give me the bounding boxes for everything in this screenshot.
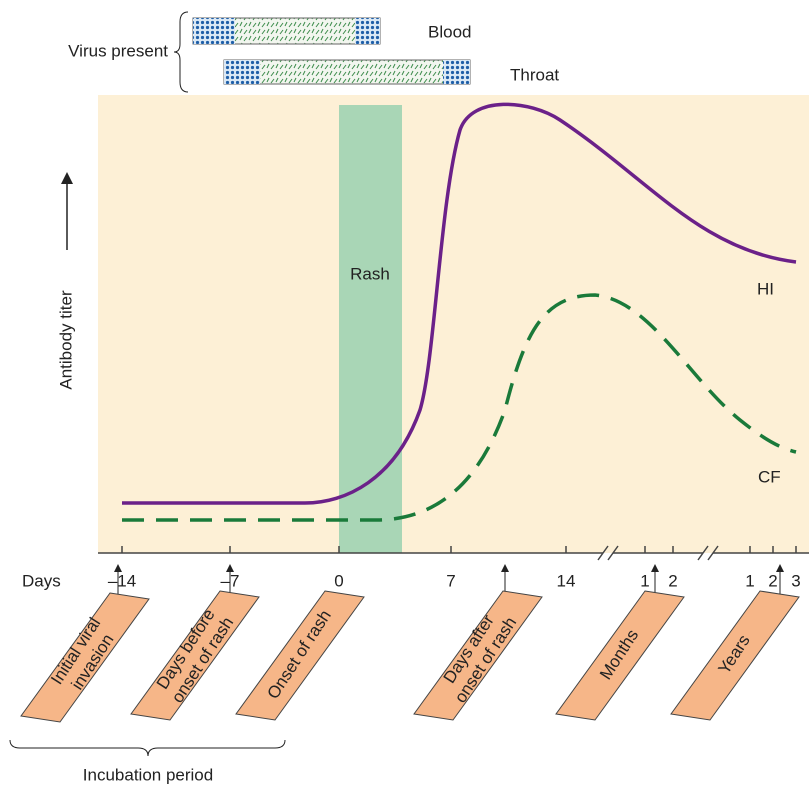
plot-area <box>98 95 809 553</box>
ticks: –14 –7 0 7 14 1 2 1 2 3 <box>108 546 801 590</box>
y-axis-label: Antibody titer <box>56 290 75 390</box>
virus-label: Virus present <box>68 41 168 60</box>
tick-label: 1 <box>640 571 649 590</box>
blood-label: Blood <box>428 22 471 41</box>
tick-label: 3 <box>791 571 800 590</box>
box: Years <box>670 590 800 721</box>
box-shape <box>413 590 543 721</box>
brace <box>173 11 189 93</box>
cf-label: CF <box>758 467 781 486</box>
tick-label: –14 <box>108 571 136 590</box>
throat-label: Throat <box>510 65 559 84</box>
box-text: Onset of rash <box>263 606 335 702</box>
box-shape <box>555 590 685 721</box>
box-shape <box>235 590 365 721</box>
box: Months <box>555 590 685 721</box>
rash-band <box>339 105 402 553</box>
hi-label: HI <box>757 279 774 298</box>
blood-bar <box>192 17 381 45</box>
incubation-label: Incubation period <box>83 765 213 784</box>
throat-bar <box>223 59 471 85</box>
cf-curve <box>122 293 797 522</box>
incubation-brace <box>9 739 286 757</box>
box-label: Onset of rash <box>263 606 335 702</box>
rash-label: Rash <box>350 264 390 283</box>
box-shape <box>670 590 800 721</box>
box-shape <box>20 592 150 723</box>
box-shape <box>130 590 260 721</box>
tick-label: 7 <box>446 571 455 590</box>
tick-label: 2 <box>768 571 777 590</box>
x-axis <box>98 545 809 561</box>
x-axis-label: Days <box>22 571 61 590</box>
hi-curve <box>122 102 797 505</box>
tick-label: 1 <box>745 571 754 590</box>
tick-label: 2 <box>668 571 677 590</box>
tick-label: 14 <box>557 571 576 590</box>
tick-label: 0 <box>334 571 343 590</box>
box: Onset of rash <box>235 590 365 721</box>
